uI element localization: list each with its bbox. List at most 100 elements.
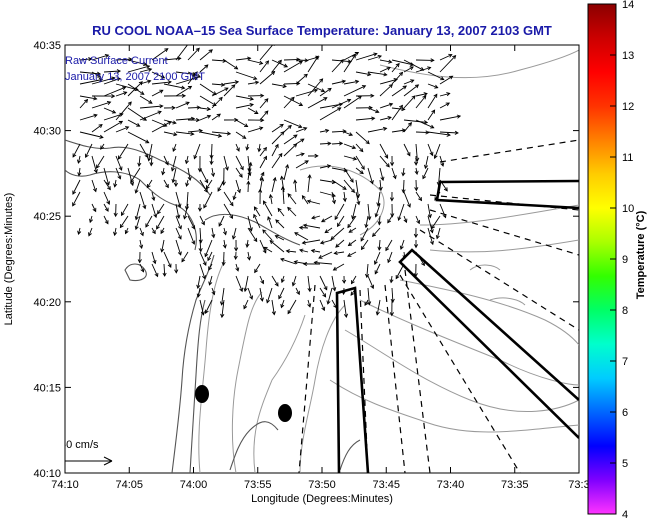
- current-vector: [434, 143, 441, 159]
- current-vector-head: [318, 254, 323, 259]
- current-vector-head: [303, 73, 308, 78]
- current-vector: [391, 287, 394, 303]
- current-vector: [330, 227, 345, 240]
- current-vector: [235, 131, 246, 139]
- current-vector: [115, 155, 123, 171]
- current-vector-head: [167, 263, 172, 268]
- current-vector: [376, 299, 381, 315]
- current-vector-head: [164, 48, 169, 53]
- current-vector-head: [195, 47, 200, 52]
- current-vector: [403, 122, 412, 133]
- current-vector: [287, 299, 297, 314]
- current-vector: [151, 81, 172, 85]
- current-vector-head: [160, 74, 166, 79]
- current-vector: [145, 215, 153, 228]
- current-vector-head: [218, 96, 223, 102]
- current-vector-head: [116, 69, 122, 74]
- current-vector: [271, 299, 275, 315]
- current-vector-head: [440, 162, 445, 167]
- current-vector-head: [260, 279, 265, 285]
- current-vector: [343, 95, 362, 109]
- current-vector-head: [386, 66, 391, 71]
- current-vector-head: [327, 87, 332, 92]
- current-vector-head: [414, 170, 419, 176]
- current-vector: [379, 167, 384, 181]
- current-vector: [331, 59, 352, 63]
- current-vector: [343, 167, 354, 183]
- current-vector: [375, 203, 381, 217]
- current-vector: [205, 179, 213, 189]
- current-vector-head: [98, 77, 104, 83]
- x-tick-label: 74:00: [180, 479, 208, 491]
- current-vector-head: [389, 312, 394, 317]
- current-vector-head: [377, 54, 382, 59]
- current-vector-head: [211, 233, 216, 239]
- current-vector: [163, 83, 185, 89]
- current-vector: [415, 67, 431, 73]
- current-vector: [379, 59, 392, 63]
- current-vector-head: [113, 231, 118, 237]
- current-vector-head: [287, 193, 292, 198]
- colorbar-tick-label: 10: [622, 203, 634, 215]
- current-vector-head: [198, 248, 203, 253]
- current-vector: [91, 71, 101, 78]
- current-vector-head: [427, 66, 432, 71]
- current-vector: [253, 214, 261, 229]
- current-vector-head: [359, 148, 364, 153]
- current-vector-head: [151, 196, 156, 202]
- current-vector: [199, 49, 213, 61]
- current-vector-head: [307, 303, 312, 308]
- current-vector-head: [263, 246, 268, 251]
- current-vector-head: [140, 268, 145, 273]
- current-vector-head: [138, 81, 143, 86]
- current-vector: [271, 144, 279, 157]
- current-vector: [331, 99, 351, 109]
- current-vector-head: [185, 182, 190, 188]
- current-vector-head: [343, 313, 349, 319]
- current-vector-head: [254, 268, 258, 274]
- current-vector: [343, 143, 356, 149]
- current-vector-head: [174, 269, 179, 274]
- current-vector-head: [243, 287, 248, 293]
- current-vector: [311, 249, 321, 253]
- current-vector: [207, 251, 213, 261]
- current-vector: [199, 167, 208, 183]
- current-vector-head: [278, 152, 283, 158]
- current-vector-head: [338, 102, 344, 107]
- current-vector-head: [217, 133, 223, 138]
- colorbar-ticks: 14 13 12 11 10 9 8 7 6 5 4: [610, 0, 634, 519]
- current-vector: [355, 179, 359, 198]
- current-vector-head: [413, 233, 418, 239]
- current-vector-head: [190, 131, 195, 136]
- current-vector: [211, 97, 223, 109]
- current-vector: [235, 57, 251, 61]
- current-vector-head: [293, 179, 298, 184]
- current-vector: [148, 143, 153, 161]
- current-vector: [199, 83, 217, 95]
- current-vector: [367, 55, 382, 61]
- current-vector: [235, 103, 254, 109]
- current-vector-head: [280, 278, 285, 284]
- current-vector: [208, 263, 213, 271]
- current-vector-head: [84, 153, 89, 159]
- current-vector: [299, 249, 309, 253]
- current-vector: [355, 131, 370, 144]
- current-vector: [415, 119, 434, 129]
- current-vector-head: [257, 147, 262, 153]
- current-vector: [151, 191, 155, 201]
- current-vector-head: [93, 113, 98, 118]
- current-vector-head: [390, 162, 395, 167]
- current-vector-head: [311, 215, 316, 220]
- current-vector-head: [293, 134, 298, 139]
- current-vector-head: [248, 161, 253, 167]
- current-vector-head: [196, 293, 201, 298]
- current-vector-head: [395, 62, 400, 68]
- current-vector-head: [351, 280, 355, 285]
- current-vector: [210, 143, 213, 159]
- current-vector: [199, 131, 222, 137]
- current-vector: [175, 191, 181, 208]
- current-vector: [319, 165, 331, 169]
- current-vector-head: [360, 237, 365, 242]
- current-vector-head: [332, 266, 338, 271]
- current-vector: [115, 91, 127, 97]
